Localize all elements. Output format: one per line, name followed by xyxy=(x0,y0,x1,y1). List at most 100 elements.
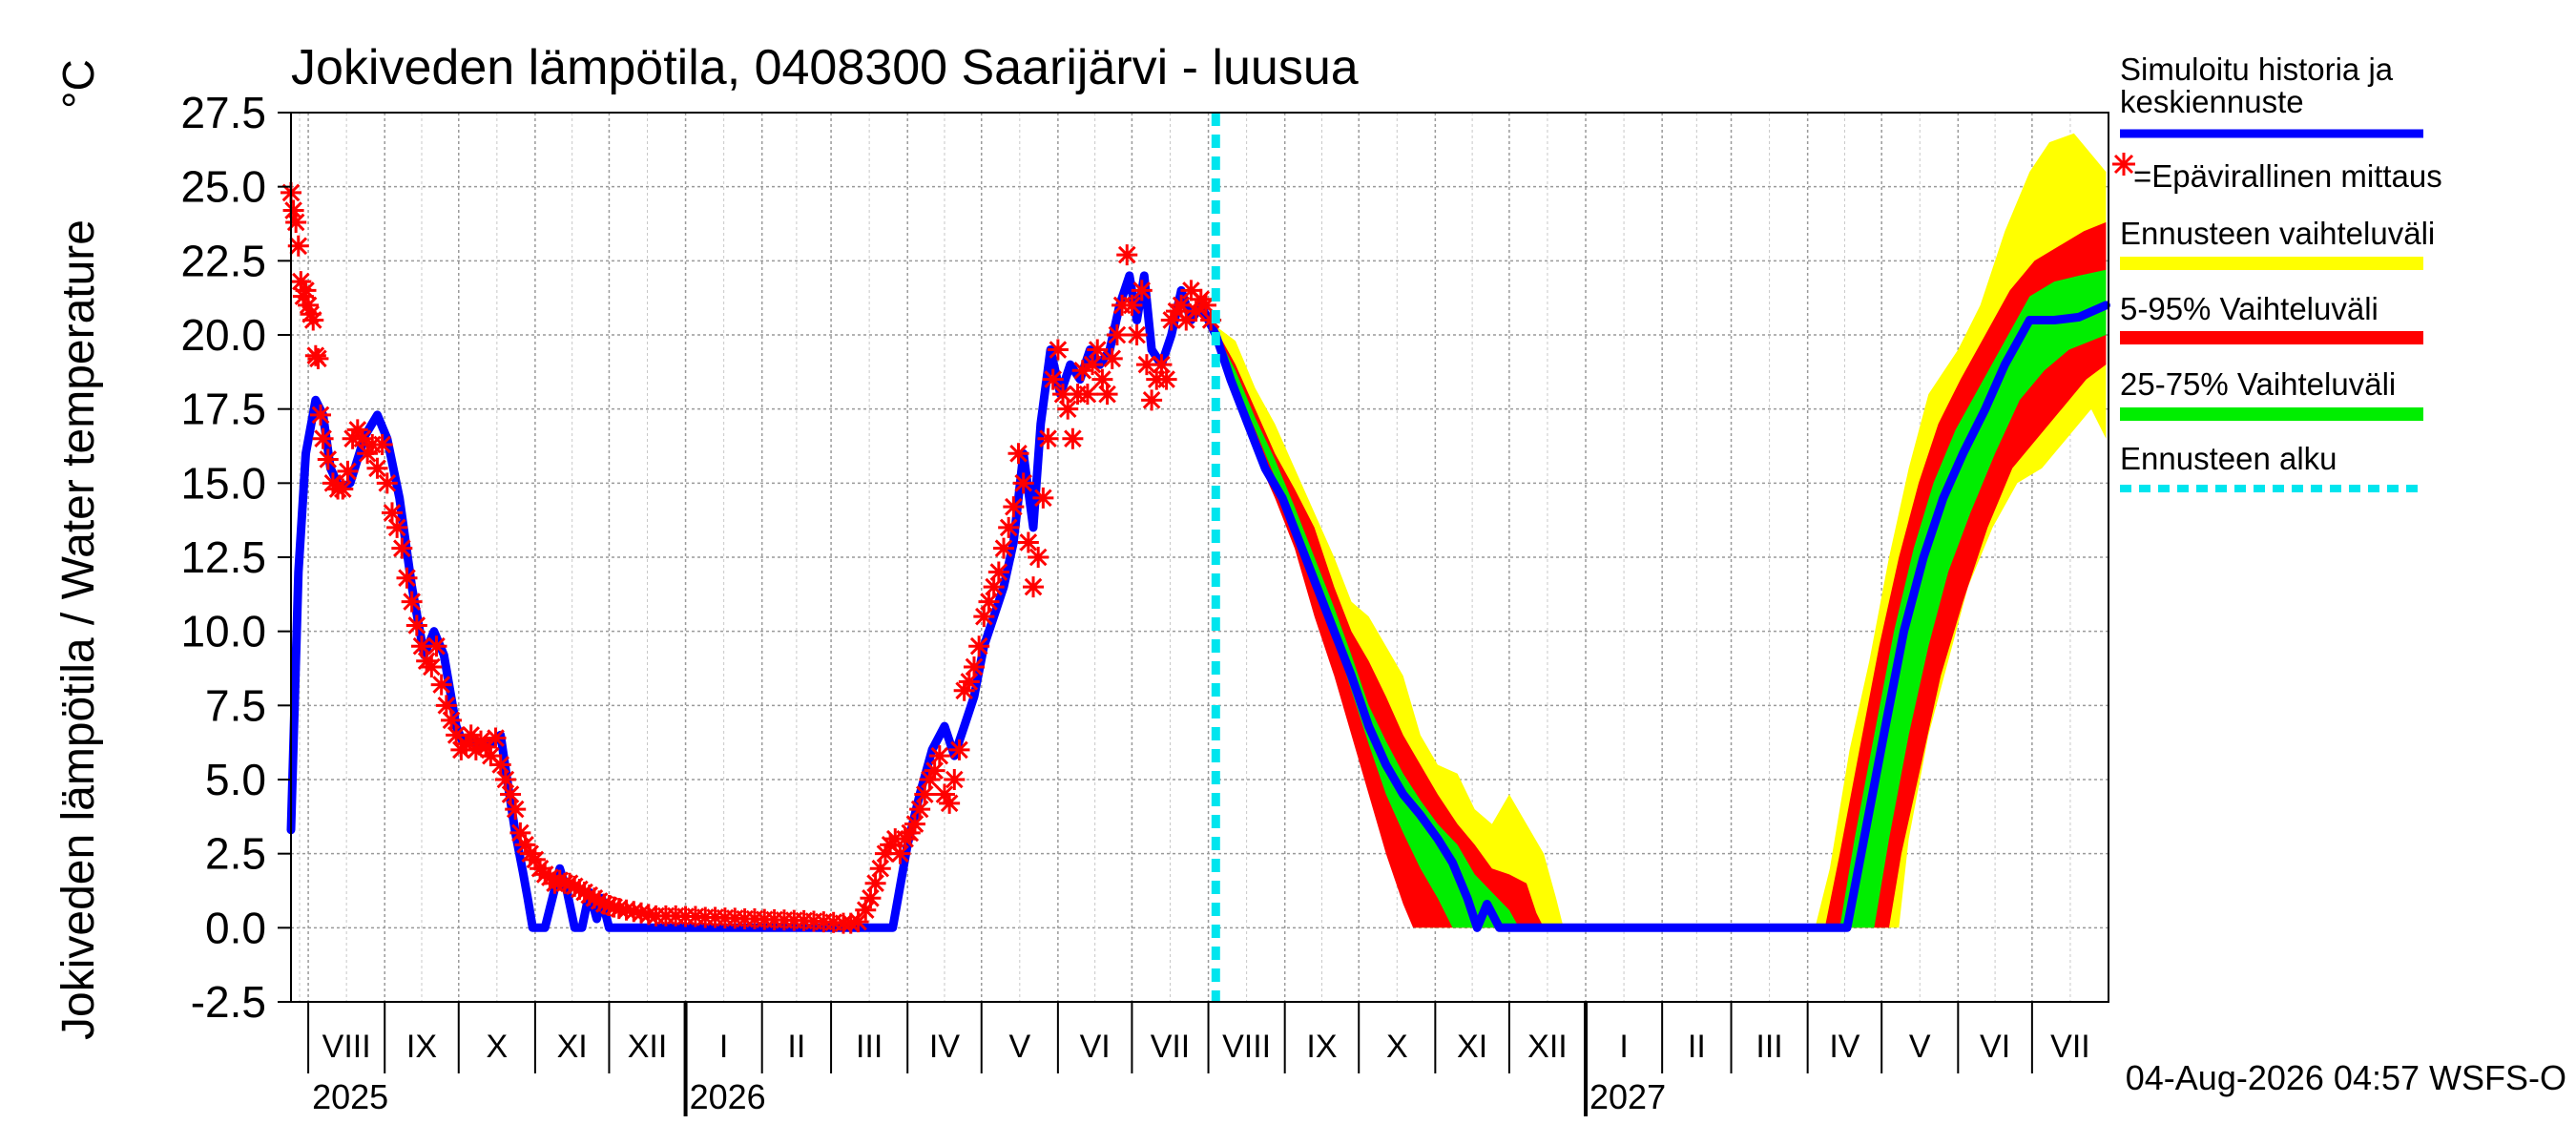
x-year-label: 2025 xyxy=(312,1077,388,1116)
y-axis: 27.5 25.0 22.5 20.0 17.5 15.0 12.5 10.0 7.5 5.0 2.… xyxy=(180,88,291,1027)
measurement-point xyxy=(1087,339,1109,361)
measurement-point xyxy=(285,211,307,233)
measurement-point xyxy=(514,834,536,856)
measurement-point xyxy=(489,754,511,776)
measurement-point xyxy=(1171,294,1193,316)
measurement-point xyxy=(460,724,482,746)
measurement-point xyxy=(300,303,322,325)
x-month-label: VI xyxy=(1980,1029,2010,1065)
measurement-point xyxy=(401,591,423,613)
measurement-point xyxy=(1141,389,1163,411)
measurement-point xyxy=(465,739,487,760)
measurement-point xyxy=(1037,427,1059,449)
measurement-point xyxy=(435,695,457,717)
measurement-point xyxy=(1012,472,1034,494)
x-month-label: X xyxy=(1386,1029,1408,1065)
measurement-point xyxy=(1160,309,1182,331)
x-month-label: VII xyxy=(2050,1029,2090,1065)
footer-timestamp: 04-Aug-2026 04:57 WSFS-O xyxy=(2126,1058,2566,1097)
x-month-label: VII xyxy=(1151,1029,1191,1065)
measurement-point xyxy=(405,614,427,636)
measurement-markers xyxy=(280,181,1222,934)
x-month-label: X xyxy=(486,1029,508,1065)
x-month-label: II xyxy=(1688,1029,1706,1065)
measurement-point xyxy=(864,872,886,894)
measurement-point xyxy=(1082,354,1104,376)
legend-label-dashed: Ennusteen alku xyxy=(2120,441,2337,476)
measurement-point xyxy=(1151,354,1173,376)
x-month-label: VI xyxy=(1080,1029,1111,1065)
x-month-label: IV xyxy=(929,1029,960,1065)
measurement-point xyxy=(1071,360,1093,382)
measurement-point xyxy=(1057,398,1079,420)
measurement-point xyxy=(968,635,990,657)
measurement-point xyxy=(312,427,334,449)
measurement-point xyxy=(958,671,980,693)
measurement-point xyxy=(302,309,324,331)
measurement-point xyxy=(993,537,1015,559)
measurement-point xyxy=(1091,368,1113,390)
chart-title: Jokiveden lämpötila, 0408300 Saarijärvi … xyxy=(291,40,1359,95)
legend-label-band: 25-75% Vaihteluväli xyxy=(2120,366,2396,402)
measurement-point xyxy=(615,899,637,921)
y-tick-label: 20.0 xyxy=(180,310,266,360)
y-tick-label: 25.0 xyxy=(180,162,266,212)
measurement-point xyxy=(1106,324,1128,345)
measurement-point xyxy=(494,769,516,790)
legend-label-band: 5-95% Vaihteluväli xyxy=(2120,291,2379,326)
measurement-point xyxy=(860,887,882,909)
measurement-point xyxy=(1062,427,1084,449)
y-tick-label: 22.5 xyxy=(180,236,266,285)
measurement-point xyxy=(1131,280,1153,302)
x-year-label: 2027 xyxy=(1589,1077,1666,1116)
x-month-label: IX xyxy=(406,1029,437,1065)
measurement-point xyxy=(500,783,522,805)
measurement-point xyxy=(290,271,312,293)
y-tick-label: 0.0 xyxy=(205,903,266,952)
measurement-point xyxy=(983,576,1005,598)
measurement-point xyxy=(840,912,862,934)
measurement-point xyxy=(987,561,1009,583)
measurement-point xyxy=(1155,368,1177,390)
x-month-label: III xyxy=(856,1029,883,1065)
measurement-point xyxy=(924,760,945,781)
measurement-point xyxy=(1116,244,1138,266)
x-month-label: V xyxy=(1909,1029,1931,1065)
measurement-point xyxy=(933,783,955,805)
measurement-point xyxy=(899,822,921,843)
measurement-point xyxy=(637,904,659,926)
measurement-point xyxy=(1076,384,1098,406)
measurement-point xyxy=(1052,384,1074,406)
measurement-point xyxy=(426,635,447,657)
x-month-label: IX xyxy=(1306,1029,1337,1065)
measurement-point xyxy=(1195,294,1216,316)
measurement-point xyxy=(919,769,941,790)
measurement-point xyxy=(1101,347,1123,369)
legend-marker-measurement xyxy=(2112,153,2135,176)
x-month-label: XII xyxy=(1527,1029,1568,1065)
y-tick-label: 10.0 xyxy=(180,607,266,656)
measurement-point xyxy=(282,199,304,221)
y-tick-label: 12.5 xyxy=(180,532,266,582)
measurement-point xyxy=(631,902,653,924)
y-tick-label: 17.5 xyxy=(180,385,266,434)
legend-label-measurement: =Epävirallinen mittaus xyxy=(2133,158,2442,194)
legend-label-simulated-2: keskiennuste xyxy=(2120,84,2304,119)
measurement-point xyxy=(1121,294,1143,316)
measurement-point xyxy=(1047,339,1069,361)
legend-label-simulated: Simuloitu historia ja xyxy=(2120,52,2394,87)
x-month-label: IV xyxy=(1829,1029,1859,1065)
measurement-point xyxy=(1028,547,1049,568)
x-month-label: I xyxy=(1619,1029,1628,1065)
measurement-point xyxy=(914,783,936,805)
measurement-point xyxy=(847,911,869,933)
x-month-label: XII xyxy=(628,1029,668,1065)
measurement-point xyxy=(928,745,950,767)
measurement-point xyxy=(909,799,931,821)
measurement-point xyxy=(391,537,413,559)
x-month-label: I xyxy=(719,1029,728,1065)
band-25-75-vaihteluv-li xyxy=(1215,269,2107,928)
y-tick-label: 5.0 xyxy=(205,755,266,804)
